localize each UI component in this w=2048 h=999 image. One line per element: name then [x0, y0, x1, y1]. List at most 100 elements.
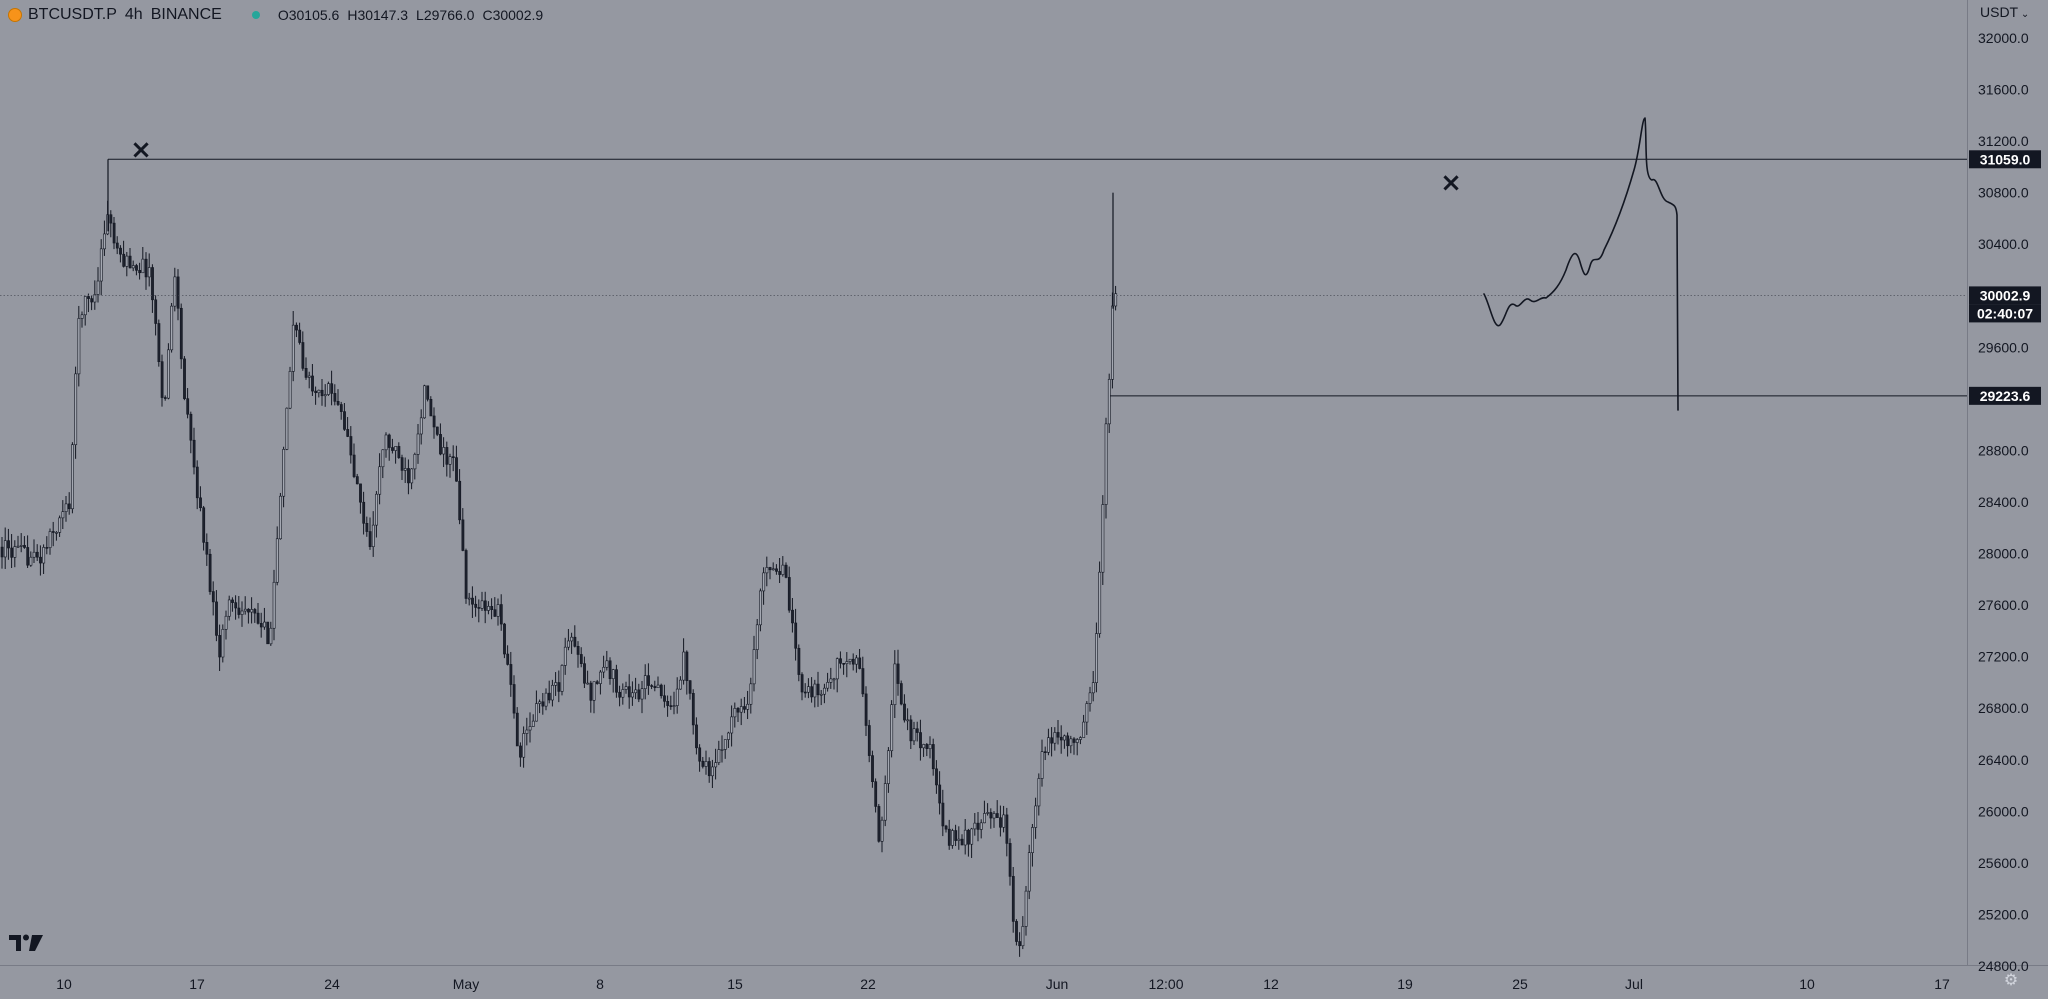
candle: [211, 591, 215, 603]
candle: [109, 214, 113, 224]
price-tick-label: 25200.0: [1978, 906, 2029, 922]
tradingview-logo-icon: [9, 934, 43, 951]
market-status-icon: [251, 11, 260, 19]
candle: [762, 572, 766, 592]
candle: [464, 550, 468, 599]
candle: [992, 813, 996, 819]
candle: [135, 265, 138, 271]
candle: [359, 483, 362, 503]
candle: [483, 600, 487, 611]
candle: [352, 454, 356, 477]
candle: [467, 597, 471, 600]
candle: [666, 701, 670, 706]
candle: [67, 503, 71, 510]
candle: [250, 609, 254, 613]
candle: [579, 654, 583, 664]
candle: [384, 434, 388, 451]
candle: [813, 683, 817, 698]
ohlc-close: C30002.9: [482, 7, 544, 23]
candle: [394, 446, 398, 451]
candle: [336, 401, 340, 405]
candle: [851, 658, 855, 665]
candle: [1095, 633, 1098, 683]
candle: [183, 358, 186, 399]
candle: [215, 601, 218, 636]
candle: [474, 603, 478, 608]
candle: [608, 660, 612, 680]
candle: [531, 720, 535, 727]
candle: [1079, 737, 1082, 740]
candle: [154, 299, 158, 324]
candle: [1021, 926, 1025, 947]
candle: [765, 567, 769, 574]
candle: [42, 547, 46, 564]
candle: [794, 622, 798, 649]
x-marker: ×: [130, 135, 152, 165]
candle: [864, 693, 868, 726]
candle: [1031, 827, 1034, 853]
candle: [720, 749, 724, 751]
candle: [1098, 571, 1102, 634]
candle: [189, 413, 193, 441]
candle: [90, 298, 94, 303]
candle: [397, 446, 401, 458]
candle: [461, 519, 465, 551]
candle: [650, 685, 654, 687]
candle: [160, 361, 164, 398]
candle: [311, 375, 314, 392]
candle: [381, 449, 385, 468]
candle: [1037, 778, 1041, 807]
candle: [1024, 890, 1028, 927]
candle: [739, 706, 743, 713]
candle: [1072, 738, 1076, 743]
time-tick-label: 12: [1263, 976, 1279, 992]
candle: [1027, 852, 1031, 892]
gear-icon[interactable]: ⚙: [2003, 972, 2019, 989]
candle: [659, 684, 663, 697]
candle: [179, 307, 183, 360]
symbol-name[interactable]: BTCUSDT.P: [28, 6, 117, 23]
candle: [218, 635, 222, 658]
candle: [960, 838, 964, 846]
candle: [634, 689, 638, 694]
candle: [791, 609, 794, 624]
candle: [842, 663, 846, 665]
symbol-legend[interactable]: BTCUSDT.P 4h BINANCE O30105.6 H30147.3 L…: [8, 4, 551, 26]
candle: [247, 608, 250, 613]
currency-selector[interactable]: USDT ⌄: [1980, 4, 2029, 20]
candle: [163, 397, 167, 399]
candle: [1008, 843, 1012, 877]
candle: [730, 716, 734, 734]
candle: [829, 678, 833, 683]
candle: [144, 258, 148, 278]
candle: [743, 706, 746, 710]
candle: [957, 838, 961, 841]
candle: [295, 324, 298, 331]
candle: [61, 511, 65, 519]
price-tick-label: 26000.0: [1978, 803, 2029, 819]
candle: [685, 651, 689, 681]
candle: [266, 621, 270, 645]
candle: [195, 466, 199, 499]
candle: [893, 663, 897, 705]
candle: [291, 324, 295, 372]
candle: [679, 679, 682, 690]
candle: [554, 682, 558, 686]
candle: [1034, 805, 1038, 828]
candle: [1050, 737, 1054, 744]
candle: [368, 531, 372, 547]
candle: [848, 658, 852, 662]
candle: [99, 248, 103, 282]
candle: [122, 253, 126, 267]
candle: [202, 507, 206, 543]
candle: [346, 429, 350, 437]
candle: [839, 658, 842, 664]
candle: [560, 665, 564, 692]
candle: [519, 745, 522, 758]
candle: [493, 609, 497, 617]
candle: [592, 681, 596, 701]
candle: [400, 457, 404, 471]
symbol-interval[interactable]: 4h: [124, 6, 143, 23]
candle: [816, 683, 820, 696]
